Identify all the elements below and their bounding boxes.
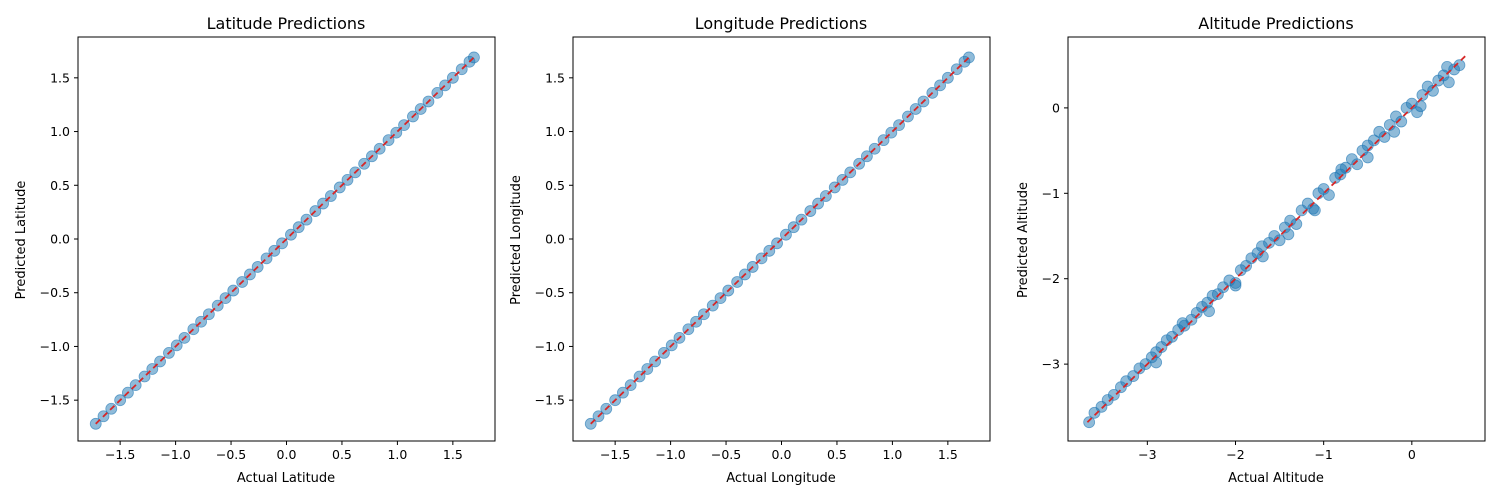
scatter-point [1441, 60, 1453, 73]
x-tick-label: 0.5 [332, 447, 352, 462]
y-axis-label: Predicted Longitude [509, 175, 524, 305]
y-tick-label: 0.5 [545, 178, 565, 193]
scatter-point [1203, 305, 1215, 318]
x-tick-label: 1.5 [938, 447, 958, 462]
x-tick-label: 0.0 [772, 447, 792, 462]
x-axis-label: Actual Altitude [1228, 471, 1324, 486]
x-tick-label: −0.5 [711, 447, 741, 462]
scatter-point [1388, 125, 1401, 138]
y-tick-label: −1.0 [535, 339, 565, 354]
panel-longitude: Longitude Predictions Actual Longitude P… [509, 14, 991, 486]
scatter-point [1361, 151, 1374, 164]
y-tick-label: 0.0 [545, 232, 565, 247]
y-tick-label: 1.0 [50, 124, 70, 139]
scatter-points [1083, 59, 1466, 429]
x-axis-label: Actual Latitude [237, 471, 335, 486]
scatter-point [1256, 240, 1268, 253]
x-axis-label: Actual Longitude [726, 471, 836, 486]
scatter-point [1308, 204, 1321, 217]
y-axis-label: Predicted Altitude [1016, 182, 1031, 298]
x-tick-label: −2 [1226, 447, 1244, 462]
x-tick-label: 1.0 [882, 447, 902, 462]
y-tick-label: −3 [1042, 357, 1060, 372]
scatter-point [1414, 100, 1427, 113]
scatter-point [1335, 163, 1348, 176]
scatter-point [1229, 279, 1242, 292]
y-tick-label: 0.5 [50, 178, 70, 193]
panel-latitude: Latitude Predictions Actual Latitude Pre… [14, 14, 496, 486]
reference-line [1086, 54, 1468, 423]
y-tick-label: −1.5 [40, 393, 70, 408]
y-tick-label: 0.0 [50, 232, 70, 247]
y-tick-label: −2 [1042, 271, 1060, 286]
y-tick-label: 1.5 [545, 70, 565, 85]
x-tick-label: 0.5 [827, 447, 847, 462]
reference-line [590, 56, 970, 425]
scatter-point [1150, 356, 1163, 369]
x-tick-label: 1.5 [443, 447, 463, 462]
scatter-point [1351, 158, 1364, 171]
x-tick-label: 0.0 [277, 447, 297, 462]
scatter-point [1127, 370, 1140, 382]
x-tick-label: −1.5 [600, 447, 630, 462]
y-tick-label: −0.5 [40, 285, 70, 300]
scatter-point [1378, 131, 1391, 143]
scatter-point [1323, 189, 1335, 201]
x-tick-label: −3 [1138, 447, 1156, 462]
scatter-point [1395, 115, 1408, 128]
x-tick-label: −0.5 [216, 447, 246, 462]
scatter-point [1083, 416, 1096, 429]
y-tick-label: −1 [1042, 186, 1060, 201]
panel-altitude: Altitude Predictions Actual Altitude Pre… [1016, 14, 1486, 486]
x-tick-label: −1 [1314, 447, 1332, 462]
scatter-point [1282, 228, 1295, 241]
x-tick-label: −1.0 [160, 447, 190, 462]
axes-frame [1067, 36, 1486, 442]
y-tick-label: 1.0 [545, 124, 565, 139]
x-tick-label: −1.5 [105, 447, 135, 462]
y-tick-label: 0 [1052, 100, 1060, 115]
plot-area: −3 −2 −1 0 −3 −2 −1 0 [1042, 36, 1486, 462]
y-tick-label: 1.5 [50, 70, 70, 85]
chart-title: Latitude Predictions [207, 14, 366, 33]
chart-title: Altitude Predictions [1198, 14, 1353, 33]
x-tick-label: 1.0 [387, 447, 407, 462]
plot-area: −1.5 −1.0 −0.5 0.0 0.5 1.0 1.5 −1.5 −1.0 −0.5 0.0 0… [40, 36, 496, 462]
x-tick-label: 0 [1408, 447, 1416, 462]
y-tick-label: −1.0 [40, 339, 70, 354]
scatter-point [1176, 317, 1189, 330]
x-tick-label: −1.0 [655, 447, 685, 462]
scatter-point [1453, 59, 1466, 72]
y-tick-label: −1.5 [535, 393, 565, 408]
y-axis-label: Predicted Latitude [14, 181, 29, 300]
plot-area: −1.5 −1.0 −0.5 0.0 0.5 1.0 1.5 −1.5 −1.0 −0.5 0.0 0… [535, 36, 991, 462]
chart-title: Longitude Predictions [695, 14, 867, 33]
scatter-point [1442, 76, 1455, 89]
reference-line [95, 56, 475, 425]
scatter-point [1427, 84, 1439, 97]
scatter-point [1107, 388, 1120, 401]
y-tick-label: −0.5 [535, 285, 565, 300]
